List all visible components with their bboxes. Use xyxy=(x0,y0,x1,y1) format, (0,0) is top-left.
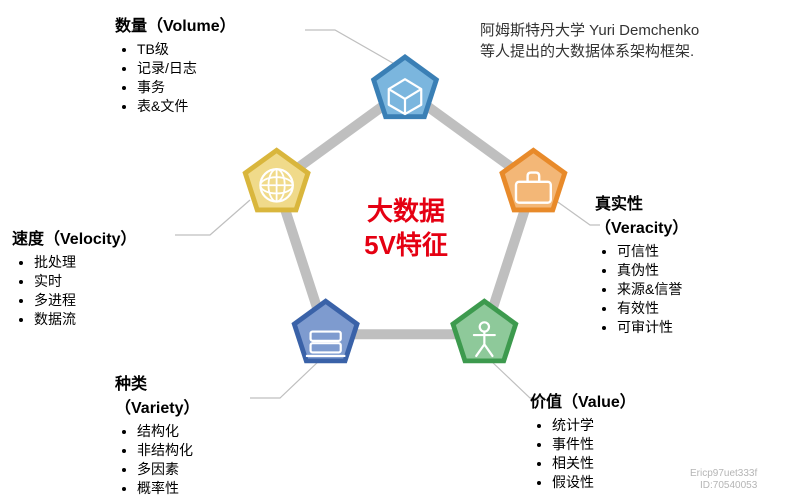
velocity-item: 多进程 xyxy=(34,291,212,310)
value-item: 事件性 xyxy=(552,435,730,454)
veracity-item: 有效性 xyxy=(617,299,775,318)
variety-title-line: （Variety） xyxy=(115,394,305,418)
variety-item: 结构化 xyxy=(137,422,305,441)
velocity-pentagon xyxy=(242,147,310,212)
variety-item: 概率性 xyxy=(137,479,305,498)
variety-title-line: 种类 xyxy=(115,370,305,394)
variety-title: 种类（Variety） xyxy=(115,370,305,418)
veracity-item: 来源&信誉 xyxy=(617,280,775,299)
watermark-line2: ID:70540053 xyxy=(700,480,757,491)
veracity-item: 可审计性 xyxy=(617,318,775,337)
veracity-title-line: 真实性 xyxy=(595,190,775,214)
value-title: 价值（Value） xyxy=(530,388,730,412)
value-item: 统计学 xyxy=(552,416,730,435)
velocity-label: 速度（Velocity） 批处理实时多进程数据流 xyxy=(12,225,212,329)
volume-item: 表&文件 xyxy=(137,97,335,116)
variety-item: 多因素 xyxy=(137,460,305,479)
veracity-title-line: （Veracity） xyxy=(595,214,775,238)
volume-item: TB级 xyxy=(137,40,335,59)
attribution-line2: 等人提出的大数据体系架构框架. xyxy=(480,43,694,60)
veracity-items: 可信性真伪性来源&信誉有效性可审计性 xyxy=(595,242,775,336)
center-title-line2: 5V特征 xyxy=(364,230,448,260)
value-pentagon xyxy=(450,298,518,363)
velocity-item: 数据流 xyxy=(34,310,212,329)
velocity-item: 批处理 xyxy=(34,253,212,272)
volume-item: 事务 xyxy=(137,78,335,97)
veracity-item: 可信性 xyxy=(617,242,775,261)
veracity-pentagon xyxy=(499,147,567,212)
variety-items: 结构化非结构化多因素概率性 xyxy=(115,422,305,498)
veracity-item: 真伪性 xyxy=(617,261,775,280)
center-title: 大数据 5V特征 xyxy=(336,195,476,263)
velocity-items: 批处理实时多进程数据流 xyxy=(12,253,212,329)
variety-item: 非结构化 xyxy=(137,441,305,460)
attribution: 阿姆斯特丹大学 Yuri Demchenko 等人提出的大数据体系架构框架. xyxy=(480,20,780,62)
variety-pentagon xyxy=(291,298,359,363)
velocity-title: 速度（Velocity） xyxy=(12,225,212,249)
volume-title: 数量（Volume） xyxy=(115,12,335,36)
volume-item: 记录/日志 xyxy=(137,59,335,78)
veracity-lead-line xyxy=(555,200,600,225)
veracity-label: 真实性（Veracity）可信性真伪性来源&信誉有效性可审计性 xyxy=(595,190,775,336)
velocity-globe-icon xyxy=(260,169,292,201)
volume-items: TB级记录/日志事务表&文件 xyxy=(115,40,335,116)
volume-label: 数量（Volume） TB级记录/日志事务表&文件 xyxy=(115,12,335,116)
veracity-title: 真实性（Veracity） xyxy=(595,190,775,238)
variety-label: 种类（Variety）结构化非结构化多因素概率性 xyxy=(115,370,305,498)
watermark-line1: Ericp97uet333f xyxy=(690,468,757,479)
volume-pentagon xyxy=(371,54,439,119)
watermark: Ericp97uet333f ID:70540053 xyxy=(690,468,757,492)
attribution-line1: 阿姆斯特丹大学 Yuri Demchenko xyxy=(480,22,699,39)
velocity-item: 实时 xyxy=(34,272,212,291)
center-title-line1: 大数据 xyxy=(367,196,445,226)
